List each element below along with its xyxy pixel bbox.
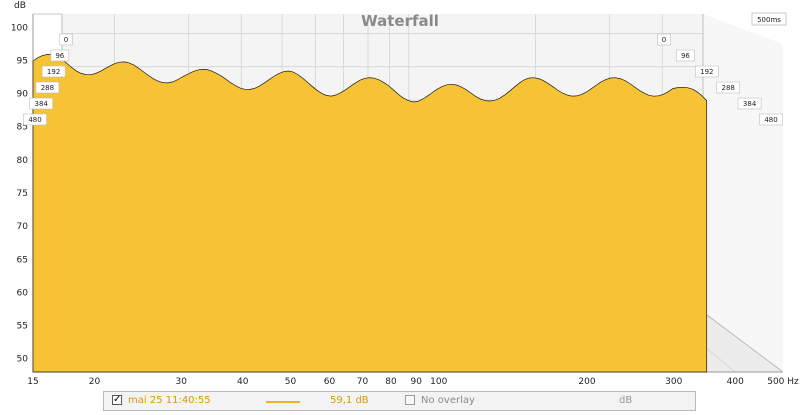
time-slice-label-left: 480 (28, 116, 41, 124)
y-tick-label: 55 (17, 322, 28, 332)
legend-unit: dB (619, 395, 633, 406)
measurement-line-swatch (266, 401, 300, 403)
waterfall-slices (32, 54, 708, 373)
x-tick-label: 50 (285, 377, 297, 387)
x-tick-label: 40 (237, 377, 249, 387)
y-tick-label: 70 (17, 222, 29, 232)
y-tick-label: 100 (11, 23, 28, 33)
time-axis-label: 500ms (757, 16, 781, 24)
time-slice-label-left-box (29, 97, 54, 110)
time-slice-label-left: 192 (47, 68, 60, 76)
waterfall-slice (32, 54, 708, 373)
y-tick-label: 80 (17, 156, 29, 166)
y-tick-label: 75 (17, 189, 28, 199)
time-slice-label-left-box (59, 33, 73, 46)
time-slice-label-right-box (676, 49, 695, 62)
x-tick-label: 200 (578, 377, 595, 387)
overlay-label: No overlay (421, 395, 475, 406)
time-slice-label-left-box (35, 81, 60, 94)
measurement-checkbox[interactable]: ✓ (112, 394, 122, 405)
y-tick-label: 90 (17, 90, 29, 100)
time-slice-label-right: 96 (681, 52, 690, 60)
overlay-checkbox[interactable] (405, 395, 415, 405)
chart-title: Waterfall (361, 12, 439, 30)
x-tick-label: 90 (411, 377, 423, 387)
time-slice-label-left-box (50, 49, 70, 62)
time-slice-label-left: 96 (55, 52, 64, 60)
y-tick-label: 85 (17, 123, 28, 133)
y-axis-unit: dB (14, 1, 26, 11)
time-slice-label-right: 0 (662, 36, 666, 44)
x-tick-label: 60 (324, 377, 336, 387)
time-slice-label-right: 288 (722, 84, 735, 92)
x-tick-label: 30 (176, 377, 188, 387)
time-slice-label-right: 192 (700, 68, 713, 76)
measurement-timestamp[interactable]: mai 25 11:40:55 (128, 395, 211, 406)
x-tick-label: 100 (430, 377, 447, 387)
x-tick-label: 15 (27, 377, 38, 387)
time-slice-label-left-box (23, 113, 47, 126)
x-tick-label: 20 (89, 377, 101, 387)
x-tick-label: 80 (385, 377, 397, 387)
time-slice-label-right-box (759, 113, 783, 126)
time-slice-label-right-box (694, 65, 719, 78)
time-slice-label-right-box (737, 97, 762, 110)
time-axis-label-box (751, 12, 787, 26)
time-slice-label-right: 384 (743, 100, 757, 108)
time-slice-label-left: 288 (41, 84, 54, 92)
time-slice-label-right-box (657, 33, 671, 46)
y-tick-label: 65 (17, 255, 28, 265)
time-slice-label-right: 480 (764, 116, 777, 124)
legend-bar: ✓ mai 25 11:40:55 59,1 dB No overlay dB (103, 391, 696, 411)
axis-ticks: 15 20 30 40 50 60 70 80 90 100 200 300 400 500 Hz 50 55… (11, 23, 799, 387)
x-tick-label: 500 Hz (767, 377, 799, 387)
y-tick-label: 60 (17, 288, 29, 298)
measurement-level: 59,1 dB (330, 395, 369, 406)
x-tick-label: 70 (357, 377, 369, 387)
time-slice-label-left: 384 (35, 100, 49, 108)
y-tick-label: 95 (17, 56, 28, 66)
y-tick-label: 50 (17, 355, 29, 365)
time-slice-label-right-box (716, 81, 741, 94)
time-slice-label-left: 0 (64, 36, 68, 44)
x-tick-label: 400 (727, 377, 744, 387)
x-tick-label: 300 (665, 377, 682, 387)
time-slice-label-left-box (41, 65, 66, 78)
